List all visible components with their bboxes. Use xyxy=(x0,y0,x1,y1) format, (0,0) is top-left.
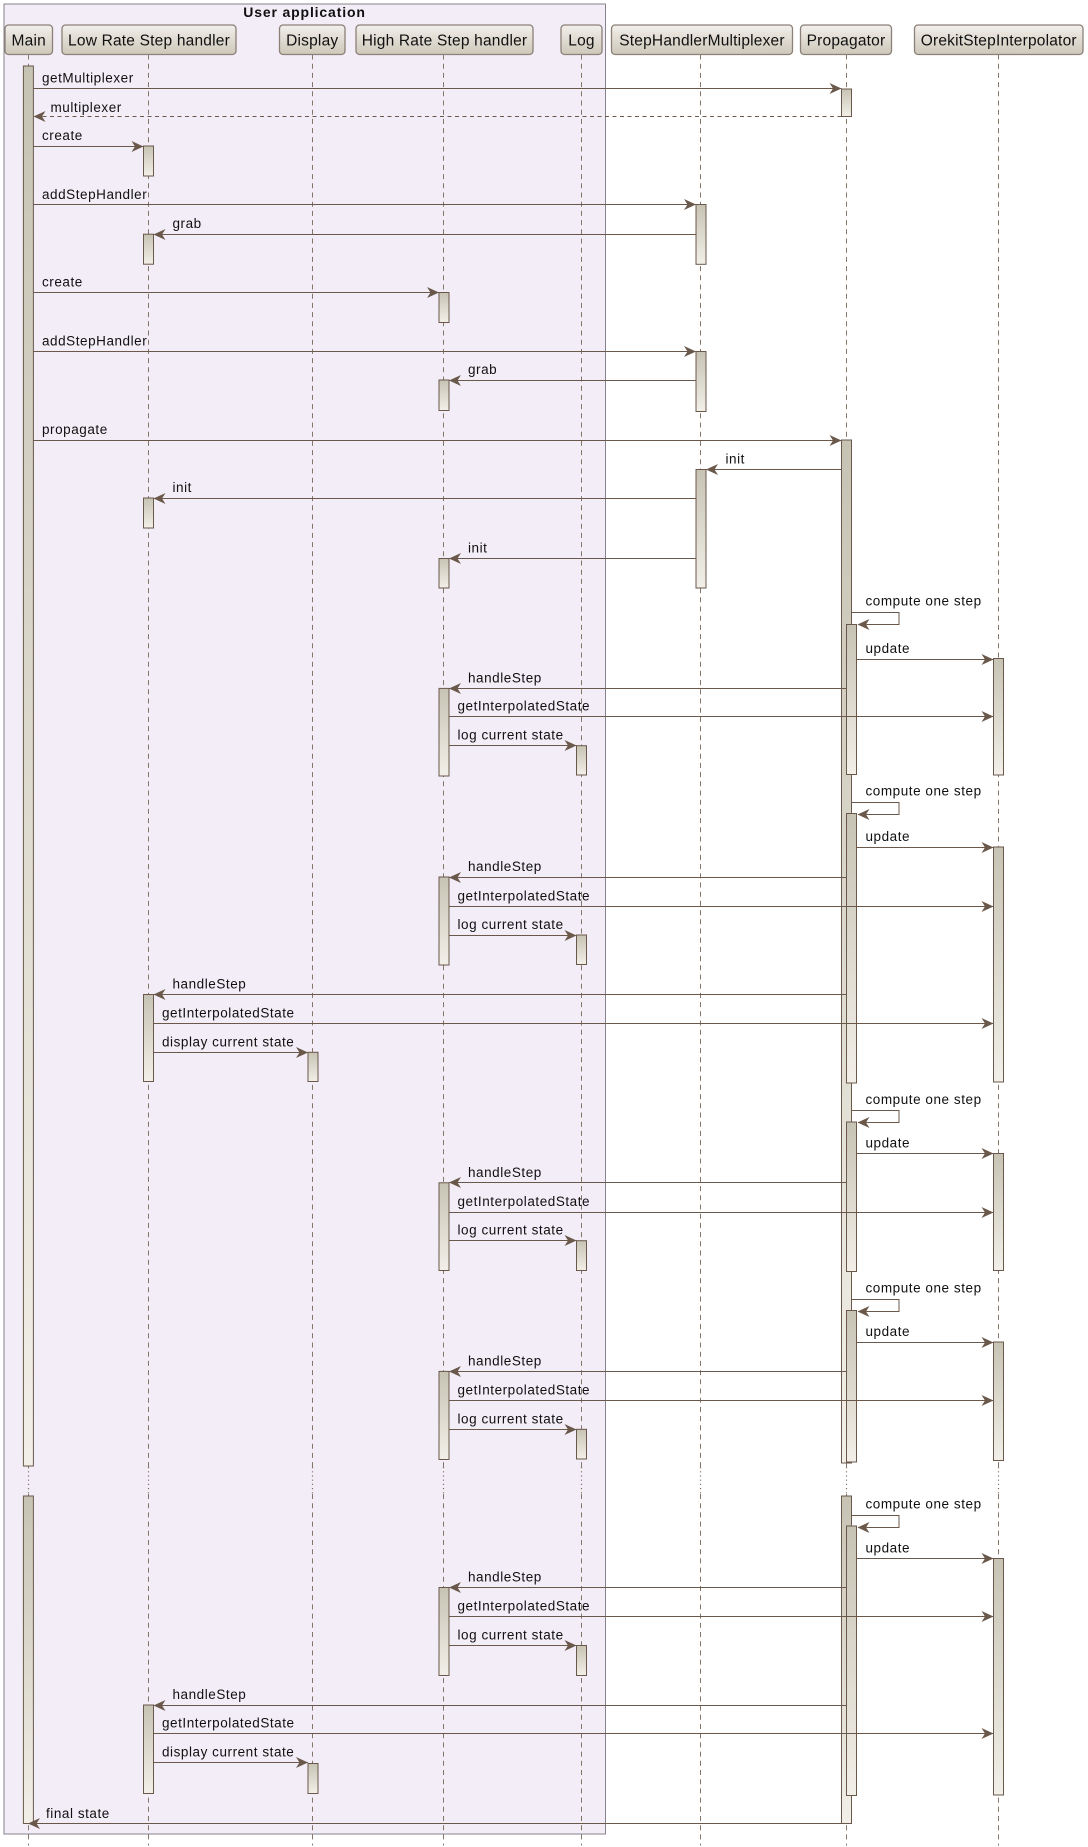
svg-text:update: update xyxy=(866,829,911,844)
svg-text:log current state: log current state xyxy=(458,1223,564,1238)
svg-text:Low Rate Step handler: Low Rate Step handler xyxy=(68,32,230,49)
svg-text:display current state: display current state xyxy=(162,1034,294,1049)
svg-text:final state: final state xyxy=(46,1806,110,1821)
svg-text:handleStep: handleStep xyxy=(468,1353,542,1368)
svg-text:getInterpolatedState: getInterpolatedState xyxy=(458,888,591,903)
svg-text:handleStep: handleStep xyxy=(468,1165,542,1180)
svg-text:init: init xyxy=(173,480,192,495)
svg-text:compute one step: compute one step xyxy=(866,1092,982,1107)
svg-text:handleStep: handleStep xyxy=(468,1570,542,1585)
svg-text:handleStep: handleStep xyxy=(468,859,542,874)
svg-text:create: create xyxy=(42,275,83,290)
svg-text:compute one step: compute one step xyxy=(866,594,982,609)
svg-text:getMultiplexer: getMultiplexer xyxy=(42,71,134,86)
svg-text:Display: Display xyxy=(286,32,338,49)
svg-text:multiplexer: multiplexer xyxy=(51,100,122,115)
svg-text:getInterpolatedState: getInterpolatedState xyxy=(458,1383,591,1398)
svg-text:High Rate Step handler: High Rate Step handler xyxy=(362,32,528,49)
svg-text:propagate: propagate xyxy=(42,422,108,437)
svg-text:log current state: log current state xyxy=(458,1628,564,1643)
svg-text:init: init xyxy=(468,541,487,556)
svg-text:log current state: log current state xyxy=(458,1411,564,1426)
svg-text:grab: grab xyxy=(173,216,202,231)
svg-text:OrekitStepInterpolator: OrekitStepInterpolator xyxy=(921,32,1077,49)
svg-text:update: update xyxy=(866,1324,911,1339)
svg-text:getInterpolatedState: getInterpolatedState xyxy=(458,699,591,714)
svg-text:getInterpolatedState: getInterpolatedState xyxy=(162,1716,295,1731)
svg-text:StepHandlerMultiplexer: StepHandlerMultiplexer xyxy=(619,32,785,49)
svg-text:create: create xyxy=(42,128,83,143)
svg-text:getInterpolatedState: getInterpolatedState xyxy=(458,1599,591,1614)
svg-text:update: update xyxy=(866,1136,911,1151)
svg-text:handleStep: handleStep xyxy=(468,670,542,685)
svg-text:compute one step: compute one step xyxy=(866,1497,982,1512)
svg-text:log current state: log current state xyxy=(458,917,564,932)
svg-text:addStepHandler: addStepHandler xyxy=(42,333,147,348)
svg-text:log current state: log current state xyxy=(458,728,564,743)
svg-text:User application: User application xyxy=(243,4,366,20)
svg-text:handleStep: handleStep xyxy=(173,977,247,992)
svg-text:getInterpolatedState: getInterpolatedState xyxy=(458,1194,591,1209)
svg-text:Main: Main xyxy=(12,32,46,49)
svg-text:Log: Log xyxy=(568,32,594,49)
svg-text:Propagator: Propagator xyxy=(807,32,886,49)
svg-text:update: update xyxy=(866,641,911,656)
svg-text:getInterpolatedState: getInterpolatedState xyxy=(162,1005,295,1020)
svg-text:handleStep: handleStep xyxy=(173,1687,247,1702)
svg-text:init: init xyxy=(726,452,745,467)
svg-text:addStepHandler: addStepHandler xyxy=(42,187,147,202)
svg-text:grab: grab xyxy=(468,362,497,377)
svg-text:compute one step: compute one step xyxy=(866,784,982,799)
svg-text:display current state: display current state xyxy=(162,1745,294,1760)
svg-text:compute one step: compute one step xyxy=(866,1281,982,1296)
svg-text:update: update xyxy=(866,1541,911,1556)
